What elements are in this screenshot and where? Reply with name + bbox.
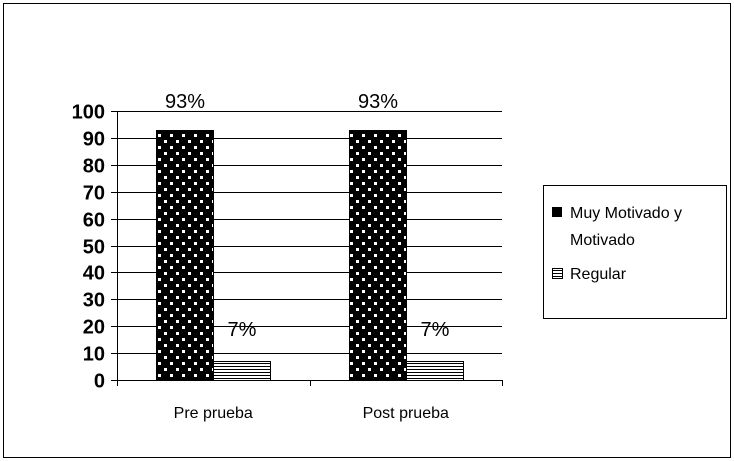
axes [117,111,503,386]
legend-swatch-muy-motivado [552,207,562,217]
data-label-series1-cat1: 93% [165,91,205,113]
y-tick-label-10: 10 [83,344,105,366]
bar-series1-cat2 [349,130,407,381]
y-tick-label-70: 70 [83,183,105,205]
data-labels: 93% 7% 93% 7% [165,91,450,341]
y-tick-label-50: 50 [83,237,105,259]
bar-series1-cat1 [156,130,214,381]
y-tick-label-0: 0 [94,371,105,393]
legend-label-regular: Regular [570,266,627,283]
y-tick-label-100: 100 [72,102,105,124]
y-tick-label-40: 40 [83,263,105,285]
y-tick-label-80: 80 [83,156,105,178]
y-tick-label-20: 20 [83,317,105,339]
x-category-labels: Pre prueba Post prueba [174,405,449,422]
y-tick-label-30: 30 [83,290,105,312]
data-label-series2-cat2: 7% [421,319,450,341]
legend-label-series1-line1: Muy Motivado y [570,205,682,222]
bar-series2-cat1 [213,361,271,381]
legend-label-series1-line2: Motivado [570,232,635,249]
legend: Muy Motivado y Motivado Regular [543,185,727,319]
x-category-label-1: Pre prueba [174,405,253,422]
y-tick-labels: 0 10 20 30 40 50 60 70 80 90 100 [72,102,105,393]
bars [156,130,464,381]
legend-swatch-regular [552,268,563,279]
y-tick-label-60: 60 [83,210,105,232]
bar-series2-cat2 [406,361,464,381]
data-label-series2-cat1: 7% [228,319,257,341]
x-category-label-2: Post prueba [363,405,449,422]
y-tick-label-90: 90 [83,129,105,151]
legend-box [543,185,727,319]
data-label-series1-cat2: 93% [358,91,398,113]
